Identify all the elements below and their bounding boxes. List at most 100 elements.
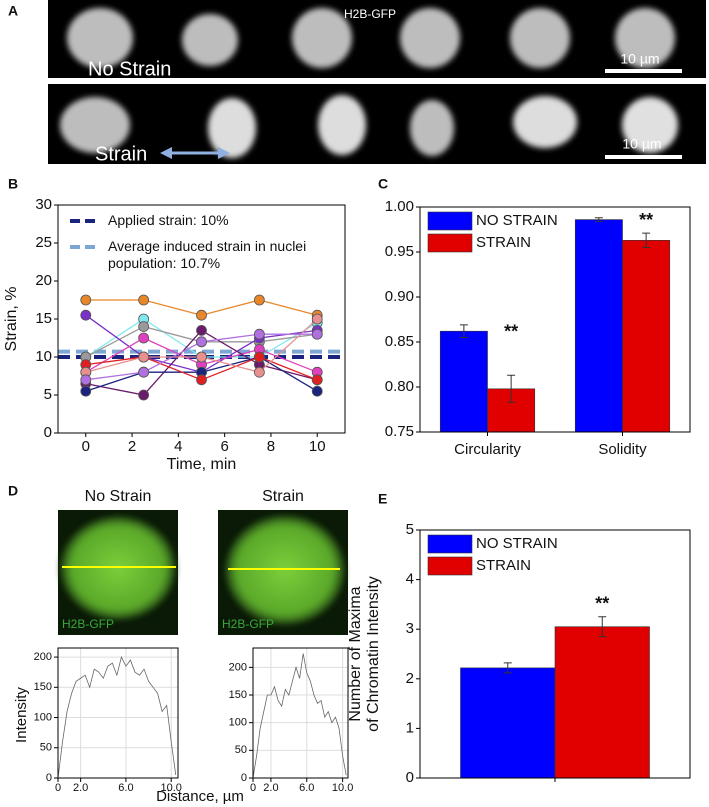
y-axis-label: of Chromatin Intensity — [365, 576, 382, 732]
bar — [439, 330, 488, 433]
x-tick-label: 10.0 — [160, 782, 181, 794]
y-tick-label: 0.85 — [385, 333, 414, 350]
marker — [196, 336, 207, 348]
bar — [574, 219, 623, 433]
legend-label: NO STRAIN — [476, 535, 558, 552]
x-tick-label: Circularity — [454, 441, 521, 458]
stain-label: H2B-GFP — [344, 7, 396, 21]
plot-frame — [57, 647, 179, 779]
y-tick-label: 5 — [44, 386, 52, 403]
plot-frame — [419, 206, 691, 433]
image-title: Strain — [262, 488, 304, 505]
marker — [138, 321, 150, 333]
marker — [80, 374, 92, 386]
y-tick-label: 100 — [34, 711, 52, 723]
y-tick-label: 200 — [34, 651, 52, 663]
marker — [80, 309, 92, 321]
legend-swatch — [427, 556, 473, 576]
y-tick-label: 150 — [229, 689, 247, 701]
marker — [311, 374, 323, 386]
y-tick-label: 25 — [35, 234, 52, 251]
x-tick-label: 0 — [250, 782, 256, 794]
marker — [80, 385, 92, 397]
annotation: ** — [504, 322, 518, 342]
y-axis-label: Strain, % — [3, 287, 20, 352]
y-tick-label: 1.00 — [385, 198, 414, 215]
row-label: Strain — [95, 143, 147, 165]
x-tick-label: 6.0 — [118, 782, 133, 794]
marker — [138, 332, 150, 344]
marker — [253, 366, 265, 378]
y-tick-label: 0 — [406, 769, 414, 786]
plot-frame — [252, 647, 349, 779]
x-axis-label: Time, min — [167, 456, 237, 473]
y-tick-label: 0.90 — [385, 288, 414, 305]
y-tick-label: 10 — [35, 348, 52, 365]
x-tick-label: 2.0 — [263, 782, 278, 794]
error-bar — [594, 217, 603, 222]
legend-label: Average induced strain in nuclei populat… — [108, 238, 307, 271]
legend-label: NO STRAIN — [476, 212, 558, 229]
series-line — [57, 655, 177, 779]
nuclei — [60, 8, 678, 158]
y-tick-label: 0 — [46, 772, 52, 784]
y-tick-label: 150 — [34, 681, 52, 693]
marker — [196, 309, 207, 321]
legend-swatch — [427, 534, 473, 554]
error-bar — [503, 662, 512, 674]
error-bar — [459, 324, 468, 338]
marker — [253, 294, 265, 306]
marker — [196, 374, 207, 386]
y-axis-label: Number of Maxima — [347, 586, 364, 721]
x-tick-label: 8 — [267, 438, 275, 455]
micrograph — [48, 0, 706, 78]
x-tick-label: 10 — [309, 438, 326, 455]
x-tick-label: 2.0 — [73, 782, 88, 794]
panel-letter: B — [8, 176, 18, 192]
x-tick-label: 6 — [220, 438, 228, 455]
plot-frame — [57, 204, 346, 434]
y-tick-label: 0.80 — [385, 378, 414, 395]
legend-entry: Applied strain: 10% — [108, 212, 229, 228]
scale-label: 10 µm — [622, 136, 661, 152]
panel-letter: D — [8, 483, 18, 499]
x-tick-label: 2 — [128, 438, 136, 455]
marker — [311, 313, 323, 325]
plot-frame — [419, 529, 691, 779]
y-tick-label: 15 — [35, 310, 52, 327]
legend-swatch — [427, 211, 473, 231]
y-tick-label: 0.95 — [385, 243, 414, 260]
marker — [138, 351, 150, 363]
marker — [196, 351, 207, 363]
annotation: ** — [639, 210, 653, 230]
error-bar — [507, 374, 516, 403]
y-tick-label: 30 — [35, 196, 52, 213]
legend-label: STRAIN — [476, 557, 531, 574]
y-tick-label: 0.75 — [385, 423, 414, 440]
legend-label: STRAIN — [476, 234, 531, 251]
error-bar — [642, 232, 651, 248]
stain-label: H2B-GFP — [62, 617, 114, 631]
y-tick-label: 0 — [44, 424, 52, 441]
marker — [311, 385, 323, 397]
series-line — [252, 653, 347, 779]
y-tick-label: 2 — [406, 670, 414, 687]
y-tick-label: 4 — [406, 571, 414, 588]
y-tick-label: 1 — [406, 719, 414, 736]
stain-label: H2B-GFP — [222, 617, 274, 631]
error-bar — [598, 616, 607, 638]
marker — [138, 366, 150, 378]
legend-entry: Average induced strain in nuclei populat… — [108, 238, 307, 271]
y-axis-label: Intensity — [13, 687, 30, 743]
panel-letter: A — [8, 3, 18, 19]
y-tick-label: 0 — [241, 772, 247, 784]
x-tick-label: 0 — [55, 782, 61, 794]
panel-letter: C — [378, 176, 388, 192]
marker — [138, 294, 150, 306]
x-tick-label: 0 — [82, 438, 90, 455]
marker — [138, 389, 150, 401]
marker — [80, 294, 92, 306]
y-tick-label: 200 — [229, 661, 247, 673]
